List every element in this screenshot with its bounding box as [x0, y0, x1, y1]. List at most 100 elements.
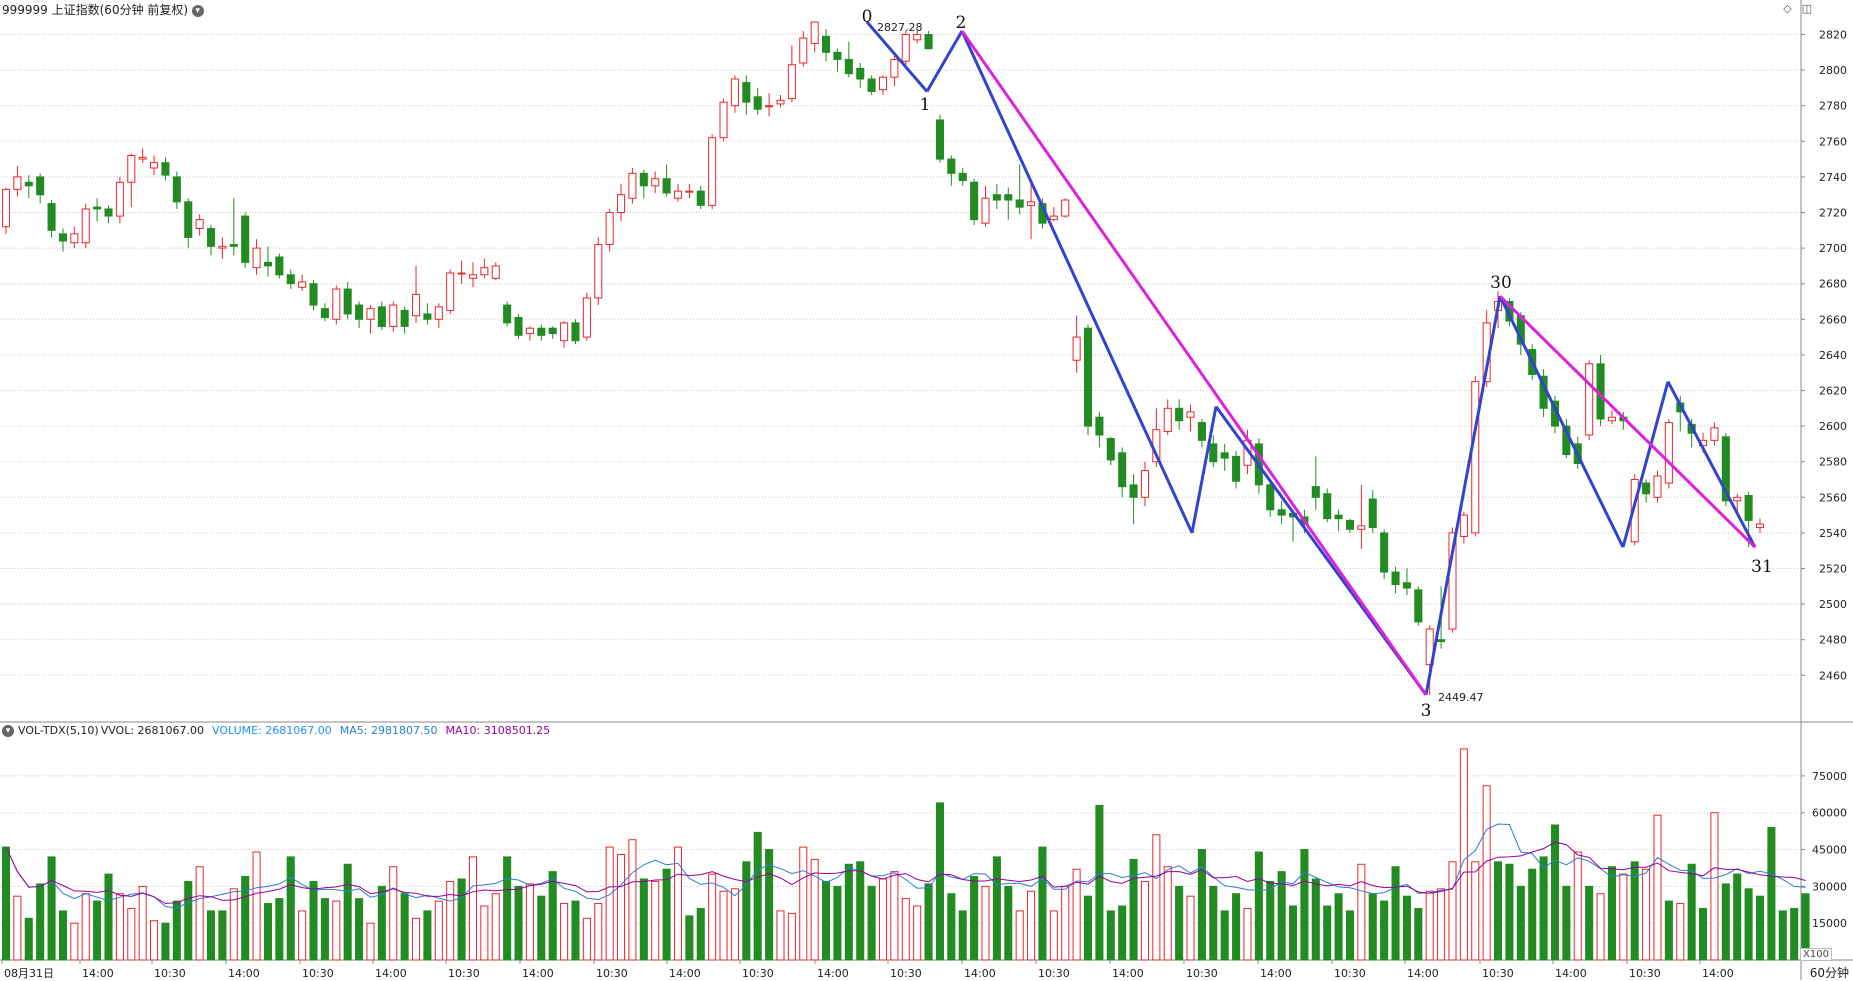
volume-bar-up	[1140, 880, 1149, 961]
candle-up	[1653, 475, 1662, 498]
candle-down	[867, 78, 876, 92]
candle-down	[503, 304, 512, 324]
volume-bar-up	[127, 907, 136, 961]
indicator-volume: VOLUME: 2681067.00	[212, 724, 332, 737]
volume-bar-up	[776, 910, 785, 961]
volume-bar-down	[1209, 885, 1218, 961]
candle-down	[1083, 327, 1093, 427]
candle-down	[1197, 422, 1206, 441]
volume-bar-up	[1437, 888, 1446, 961]
volume-bar-up	[446, 880, 455, 961]
indicator-header: ▾ VOL-TDX(5,10) VVOL: 2681067.00 VOLUME: 26…	[2, 722, 558, 740]
volume-bar-down	[1175, 885, 1184, 961]
volume-bar-down	[1106, 910, 1115, 961]
time-axis: 08月31日 14:00 10:30 14:00 10:30 14:00 10:30 14:0…	[1, 960, 1734, 980]
candle-down	[400, 309, 409, 327]
candle-up	[730, 78, 739, 107]
volume-bar-down	[1790, 907, 1799, 961]
price-tick-label: 2540	[1819, 527, 1847, 540]
volume-bar-up	[195, 866, 204, 961]
candle-up	[605, 212, 614, 246]
volume-bar-down	[958, 910, 967, 961]
candle-up	[1471, 381, 1480, 534]
candle-up	[389, 304, 398, 327]
candle-down	[377, 306, 386, 327]
volume-bar-down	[93, 900, 102, 961]
candle-down	[104, 208, 113, 217]
volume-bar-up	[115, 893, 124, 961]
price-tick-label: 2520	[1819, 563, 1847, 576]
volume-bar-down	[503, 856, 512, 961]
candle-down	[1106, 438, 1115, 461]
candle-down	[947, 158, 956, 174]
time-tick-label: 14:00	[1702, 967, 1734, 980]
wave-segment	[960, 30, 1194, 534]
volume-bar-down	[1118, 905, 1127, 961]
volume-bar-down	[1391, 866, 1400, 961]
time-tick-label: 14:00	[1260, 967, 1292, 980]
period-label[interactable]: 60分钟	[1809, 966, 1849, 980]
volume-bar-down	[662, 868, 671, 961]
candle-down	[309, 283, 318, 306]
candle-down	[1004, 194, 1013, 201]
candle-up	[981, 197, 990, 224]
volume-bar-down	[1220, 910, 1229, 961]
candle-up	[1357, 525, 1366, 530]
volume-bar-up	[901, 898, 910, 961]
volume-bar-up	[560, 903, 569, 961]
volume-bar-down	[765, 849, 774, 961]
volume-bar-up	[252, 851, 261, 961]
volume-bar-down	[742, 861, 751, 961]
volume-bar-up	[1027, 890, 1036, 961]
candle-down	[1437, 639, 1446, 642]
candle-down	[924, 34, 933, 50]
volume-bar-down	[856, 861, 865, 961]
candle-up	[673, 190, 683, 199]
trend-line	[1498, 295, 1757, 549]
candle-up	[901, 34, 910, 62]
candle-up	[1061, 199, 1070, 217]
volume-bar-down	[320, 898, 329, 961]
candle-up	[708, 137, 717, 206]
time-tick-label: 14:00	[964, 967, 996, 980]
price-tick-label: 2480	[1819, 634, 1847, 647]
volume-bar-down	[1266, 880, 1275, 961]
volume-bar-down	[1755, 895, 1765, 961]
candle-down	[1118, 452, 1127, 488]
volume-bar-up	[730, 888, 739, 961]
time-tick-label: 08月31日	[4, 967, 54, 980]
candle-down	[1334, 514, 1343, 520]
candle-down	[1232, 455, 1241, 482]
candle-down	[1129, 484, 1138, 498]
volume-bar-up	[229, 888, 238, 961]
time-tick-label: 10:30	[1038, 967, 1070, 980]
window-icon[interactable]: ◫	[1801, 2, 1813, 15]
chevron-down-icon[interactable]: ▾	[2, 725, 14, 737]
volume-bar-down	[263, 903, 272, 961]
time-tick-label: 10:30	[448, 967, 480, 980]
diamond-icon[interactable]: ◇	[1783, 2, 1792, 15]
candle-down	[229, 244, 238, 247]
volume-bar-up	[651, 880, 660, 961]
candle-up	[1448, 532, 1457, 630]
candle-up	[810, 21, 819, 44]
volume-tick-label: 60000	[1812, 807, 1847, 820]
candle-up	[787, 64, 796, 100]
candle-up	[446, 272, 455, 311]
volume-bar-up	[1015, 910, 1024, 961]
chevron-down-icon[interactable]: ▾	[191, 5, 204, 17]
candle-down	[856, 67, 865, 80]
candle-up	[878, 76, 888, 91]
price-tick-label: 2460	[1819, 669, 1847, 682]
price-tick-label: 2740	[1819, 171, 1847, 184]
volume-bar-down	[639, 878, 648, 961]
volume-bar-down	[1516, 885, 1525, 961]
time-tick-label: 14:00	[522, 967, 554, 980]
candle-up	[776, 99, 785, 105]
volume-bar-up	[582, 917, 591, 961]
candle-down	[1311, 486, 1320, 498]
chart-title: 999999 上证指数(60分钟 前复权)	[2, 3, 189, 17]
volume-bar-down	[36, 883, 45, 961]
